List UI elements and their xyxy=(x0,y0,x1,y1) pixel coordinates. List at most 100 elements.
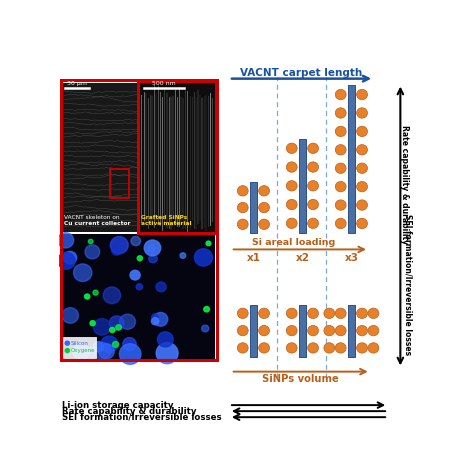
Bar xyxy=(250,305,257,356)
Circle shape xyxy=(356,108,367,118)
Circle shape xyxy=(93,343,111,359)
Circle shape xyxy=(324,308,335,319)
Circle shape xyxy=(137,256,142,261)
Circle shape xyxy=(144,240,161,256)
Bar xyxy=(299,139,306,233)
Bar xyxy=(138,82,216,233)
Circle shape xyxy=(157,332,173,347)
Circle shape xyxy=(356,326,367,336)
Circle shape xyxy=(335,308,346,319)
Circle shape xyxy=(335,218,346,228)
Text: x1: x1 xyxy=(246,253,260,263)
Circle shape xyxy=(308,200,319,210)
Circle shape xyxy=(356,218,367,228)
Text: Oxygene: Oxygene xyxy=(71,348,95,353)
Circle shape xyxy=(356,163,367,173)
Circle shape xyxy=(356,343,367,353)
Circle shape xyxy=(112,341,118,347)
Circle shape xyxy=(286,308,297,319)
Circle shape xyxy=(335,343,346,353)
Circle shape xyxy=(335,182,346,192)
Circle shape xyxy=(259,326,270,336)
Circle shape xyxy=(62,308,78,323)
Text: Silicon: Silicon xyxy=(71,341,88,346)
Circle shape xyxy=(154,312,168,326)
Circle shape xyxy=(237,186,248,196)
Text: Rate capability & durability: Rate capability & durability xyxy=(401,125,410,244)
Bar xyxy=(250,182,257,233)
Circle shape xyxy=(110,237,128,254)
Circle shape xyxy=(259,308,270,319)
Circle shape xyxy=(356,200,367,210)
Text: Cu current collector: Cu current collector xyxy=(64,221,131,226)
Circle shape xyxy=(109,328,115,332)
Circle shape xyxy=(156,282,166,292)
Circle shape xyxy=(204,307,210,312)
Text: SEI formation/Irreversible losses: SEI formation/Irreversible losses xyxy=(403,214,412,355)
Circle shape xyxy=(308,308,319,319)
Bar xyxy=(61,80,217,360)
Circle shape xyxy=(58,253,75,269)
Circle shape xyxy=(156,343,178,364)
Circle shape xyxy=(356,90,367,100)
Circle shape xyxy=(335,90,346,100)
Circle shape xyxy=(119,344,141,365)
Circle shape xyxy=(368,308,379,319)
Circle shape xyxy=(335,200,346,210)
Circle shape xyxy=(151,318,159,325)
Circle shape xyxy=(308,343,319,353)
Circle shape xyxy=(149,255,157,263)
Circle shape xyxy=(65,341,69,345)
Circle shape xyxy=(356,145,367,155)
Circle shape xyxy=(201,325,209,332)
Circle shape xyxy=(73,344,89,360)
Circle shape xyxy=(368,326,379,336)
Circle shape xyxy=(308,162,319,172)
Circle shape xyxy=(84,294,90,299)
Circle shape xyxy=(88,239,93,244)
Circle shape xyxy=(356,182,367,192)
Text: x3: x3 xyxy=(345,253,358,263)
Circle shape xyxy=(65,348,69,353)
Text: Rate capability & durability: Rate capability & durability xyxy=(62,407,197,416)
Text: x2: x2 xyxy=(295,253,310,263)
Circle shape xyxy=(136,283,143,290)
Circle shape xyxy=(335,108,346,118)
Text: Si areal loading: Si areal loading xyxy=(252,238,335,247)
Circle shape xyxy=(58,233,73,248)
Circle shape xyxy=(99,344,114,359)
Circle shape xyxy=(237,202,248,213)
Circle shape xyxy=(85,245,100,259)
Bar xyxy=(64,337,96,357)
Circle shape xyxy=(335,163,346,173)
Circle shape xyxy=(93,342,104,352)
Text: SiNPs volume: SiNPs volume xyxy=(262,374,339,384)
Bar xyxy=(62,234,215,359)
Circle shape xyxy=(194,249,212,266)
Bar xyxy=(299,305,306,356)
Circle shape xyxy=(308,326,319,336)
Text: Grafted SiNPs: Grafted SiNPs xyxy=(141,215,188,220)
Circle shape xyxy=(286,162,297,172)
Circle shape xyxy=(286,326,297,336)
Circle shape xyxy=(73,264,92,282)
Circle shape xyxy=(206,241,211,246)
Circle shape xyxy=(93,319,110,335)
Circle shape xyxy=(356,126,367,137)
Text: Li-ion storage capacity: Li-ion storage capacity xyxy=(62,401,173,410)
Circle shape xyxy=(93,290,98,295)
Circle shape xyxy=(356,308,367,319)
Circle shape xyxy=(131,237,141,246)
Text: VACNT skeleton on: VACNT skeleton on xyxy=(64,215,120,220)
Text: 500 nm: 500 nm xyxy=(152,81,176,86)
Circle shape xyxy=(116,325,121,330)
Circle shape xyxy=(109,316,124,330)
Circle shape xyxy=(103,287,120,304)
Text: VACNT carpet length: VACNT carpet length xyxy=(239,68,362,78)
Circle shape xyxy=(335,326,346,336)
Circle shape xyxy=(119,314,136,329)
Circle shape xyxy=(335,145,346,155)
Circle shape xyxy=(324,343,335,353)
Circle shape xyxy=(324,326,335,336)
Circle shape xyxy=(100,336,118,352)
